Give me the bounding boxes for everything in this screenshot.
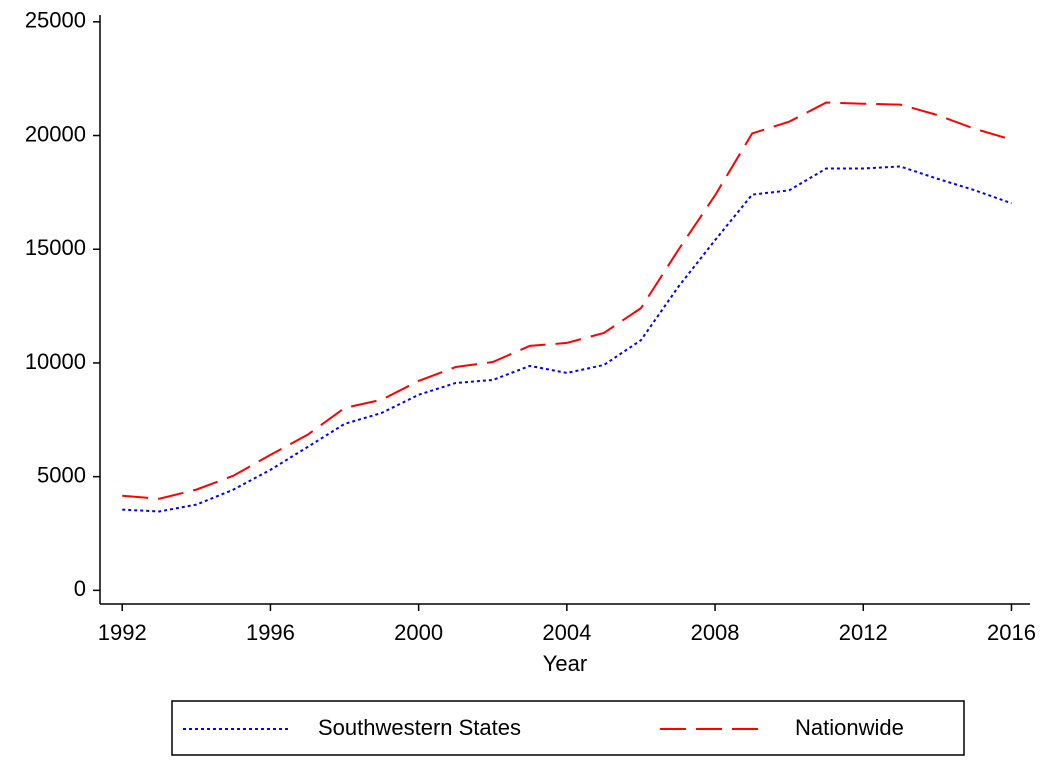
y-tick-label: 20000 — [25, 121, 86, 146]
x-tick-label: 2000 — [394, 620, 443, 645]
x-tick-label: 1996 — [246, 620, 295, 645]
x-tick-label: 1992 — [98, 620, 147, 645]
series-line — [122, 165, 1012, 513]
y-tick-label: 5000 — [37, 462, 86, 487]
y-tick-label: 25000 — [25, 8, 86, 33]
legend-label: Nationwide — [795, 715, 904, 740]
y-tick-label: 10000 — [25, 349, 86, 374]
x-tick-label: 2012 — [839, 620, 888, 645]
legend-box — [171, 700, 965, 756]
legend-label: Southwestern States — [318, 715, 521, 740]
x-tick-label: 2016 — [987, 620, 1036, 645]
x-axis-label: Year — [543, 651, 587, 676]
y-tick-label: 0 — [74, 576, 86, 601]
y-tick-label: 15000 — [25, 235, 86, 260]
x-tick-label: 2004 — [542, 620, 591, 645]
x-tick-label: 2008 — [691, 620, 740, 645]
series-line — [122, 101, 1012, 500]
